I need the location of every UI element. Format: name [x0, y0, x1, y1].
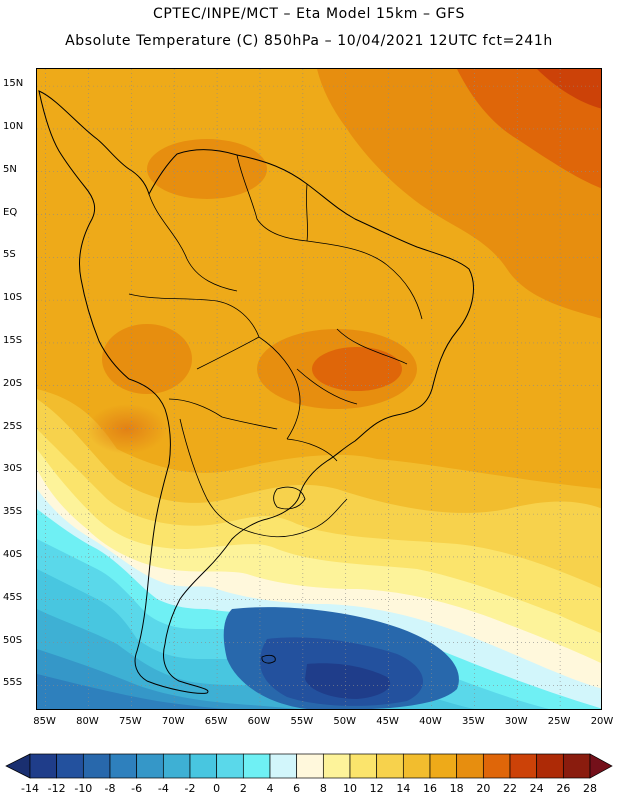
- colorbar-swatch: [562, 753, 591, 779]
- colorbar-swatch: [509, 753, 538, 779]
- colorbar-swatch: [536, 753, 564, 779]
- latitude-label: 5S: [3, 249, 16, 261]
- colorbar-tick-label: 0: [213, 782, 221, 795]
- colorbar-tick-label: 26: [556, 782, 571, 795]
- longitude-label: 65W: [204, 716, 228, 727]
- colorbar-under-arrow: [5, 753, 31, 779]
- colorbar-tick-label: 28: [583, 782, 597, 795]
- colorbar-swatch: [322, 753, 351, 779]
- temperature-band-22-ne: [457, 69, 601, 189]
- colorbar-tick-label: 20: [476, 782, 491, 795]
- map-title-line2: Absolute Temperature (C) 850hPa – 10/04/…: [65, 33, 553, 49]
- latitude-label: 5N: [3, 163, 17, 175]
- colorbar-swatch: [189, 753, 218, 779]
- colorbar-swatch: [216, 753, 244, 779]
- longitude-label: 45W: [376, 716, 399, 727]
- longitude-label: 80W: [76, 716, 99, 727]
- colorbar-tick-label: -2: [184, 782, 196, 795]
- colorbar-tick-label: 8: [319, 782, 327, 795]
- colorbar-tick-label: 14: [396, 782, 411, 795]
- falkland-islands: [261, 654, 276, 664]
- temperature-band-minus6: [37, 674, 226, 709]
- colorbar-swatch: [29, 753, 58, 779]
- temperature-cold-core-2: [305, 663, 391, 699]
- longitude-label: 85W: [33, 716, 56, 727]
- temperature-colorbar: [5, 753, 613, 779]
- colorbar-swatch: [429, 753, 458, 779]
- longitude-label: 60W: [247, 716, 271, 727]
- colorbar-tick-label: -14: [21, 782, 39, 795]
- temperature-warm-brazil-core: [312, 347, 402, 391]
- colorbar-swatch: [376, 753, 404, 779]
- latitude-label: 30S: [3, 463, 23, 475]
- colorbar-tick-label: 18: [449, 782, 464, 795]
- colorbar-swatch: [402, 753, 431, 779]
- colorbar-tick-label: -12: [47, 782, 66, 795]
- south-america-coastline: [38, 90, 474, 694]
- latitude-label: 40S: [3, 548, 23, 560]
- colorbar-tick-label: 4: [266, 782, 274, 795]
- colorbar-swatch: [296, 753, 324, 779]
- longitude-label: 35W: [462, 716, 485, 727]
- longitude-label: 55W: [290, 716, 314, 727]
- colorbar-swatch: [349, 753, 378, 779]
- colorbar-swatch: [456, 753, 484, 779]
- colorbar-swatch: [109, 753, 138, 779]
- rio-de-la-plata: [273, 486, 306, 510]
- colorbar-swatch: [56, 753, 84, 779]
- latitude-label: 15S: [3, 334, 23, 346]
- map-title-line1: CPTEC/INPE/MCT – Eta Model 15km – GFS: [152, 6, 466, 22]
- colorbar-tick-label: 12: [369, 782, 384, 795]
- colorbar-tick-label: -4: [157, 782, 169, 795]
- latitude-label: EQ: [3, 206, 18, 218]
- colorbar-tick-label: 2: [239, 782, 247, 795]
- temperature-band-24-ne: [537, 69, 601, 109]
- longitude-label: 30W: [504, 716, 528, 727]
- latitude-label: 50S: [3, 634, 23, 646]
- longitude-label: 75W: [119, 716, 142, 727]
- colorbar-tick-label: 10: [343, 782, 357, 795]
- longitude-label: 70W: [161, 716, 185, 727]
- longitude-label: 20W: [590, 716, 614, 727]
- colorbar-swatch: [162, 753, 191, 779]
- colorbar-swatch: [269, 753, 298, 779]
- latitude-label: 45S: [3, 591, 23, 603]
- colorbar-swatch: [82, 753, 111, 779]
- longitude-label: 25W: [547, 716, 571, 727]
- colorbar-tick-label: 6: [293, 782, 301, 795]
- colorbar-over-arrow: [589, 753, 613, 779]
- latitude-label: 10N: [3, 120, 24, 132]
- colorbar-tick-label: 24: [529, 782, 544, 795]
- colorbar-swatch: [482, 753, 511, 779]
- colorbar-swatch: [136, 753, 164, 779]
- latitude-label: 10S: [3, 292, 23, 304]
- temperature-warm-chaco: [102, 324, 192, 394]
- colorbar-tick-label: 22: [503, 782, 517, 795]
- colorbar-swatch: [242, 753, 271, 779]
- colorbar-tick-label: -10: [74, 782, 93, 795]
- country-borders: [128, 154, 423, 538]
- latitude-label: 55S: [3, 677, 23, 689]
- latitude-label: 25S: [3, 420, 23, 432]
- colorbar-tick-label: -6: [131, 782, 143, 795]
- latitude-label: 15N: [3, 78, 24, 90]
- colorbar-tick-label: 16: [423, 782, 437, 795]
- latitude-label: 35S: [3, 506, 23, 518]
- colorbar-tick-label: -8: [104, 782, 116, 795]
- temperature-warm-bolivia: [87, 404, 167, 454]
- longitude-label: 50W: [333, 716, 357, 727]
- map-plot-area: [36, 68, 602, 710]
- latitude-label: 20S: [3, 377, 23, 389]
- longitude-label: 40W: [419, 716, 442, 727]
